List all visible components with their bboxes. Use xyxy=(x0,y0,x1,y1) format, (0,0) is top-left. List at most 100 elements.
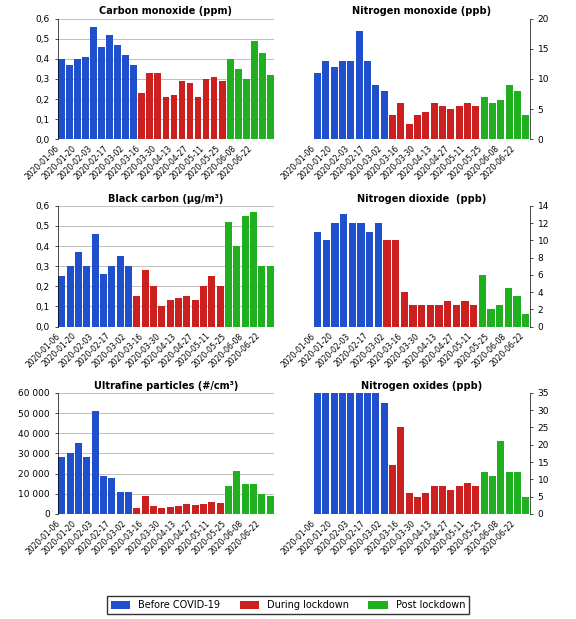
Bar xyxy=(116,491,124,514)
Bar xyxy=(496,305,503,327)
Bar xyxy=(522,496,529,514)
Bar xyxy=(158,306,165,327)
Bar xyxy=(98,47,105,139)
Bar xyxy=(397,103,404,139)
Bar xyxy=(183,504,190,514)
Bar xyxy=(75,252,82,327)
Bar xyxy=(192,504,199,514)
Bar xyxy=(83,457,90,514)
Bar xyxy=(414,115,421,139)
Bar xyxy=(267,75,274,139)
Bar xyxy=(464,103,471,139)
Bar xyxy=(453,305,460,327)
Bar xyxy=(409,305,416,327)
Bar xyxy=(200,504,207,514)
Bar xyxy=(219,81,226,139)
Bar xyxy=(480,97,488,139)
Bar xyxy=(170,95,177,139)
Bar xyxy=(116,256,124,327)
Bar xyxy=(108,266,115,327)
Bar xyxy=(472,486,479,514)
Bar xyxy=(355,369,363,514)
Bar xyxy=(480,472,488,514)
Bar xyxy=(217,287,223,327)
Bar xyxy=(397,428,404,514)
Bar xyxy=(58,457,65,514)
Bar xyxy=(406,124,412,139)
Bar xyxy=(427,305,434,327)
Bar xyxy=(179,81,185,139)
Bar xyxy=(175,506,182,514)
Bar xyxy=(183,297,190,327)
Bar xyxy=(90,27,97,139)
Bar xyxy=(506,472,513,514)
Bar xyxy=(513,297,521,327)
Bar xyxy=(138,93,145,139)
Bar xyxy=(418,305,425,327)
Bar xyxy=(331,223,339,327)
Bar xyxy=(82,57,89,139)
Bar xyxy=(381,91,388,139)
Bar xyxy=(505,288,512,327)
Bar xyxy=(314,73,321,139)
Bar xyxy=(323,240,330,327)
Bar xyxy=(122,55,129,139)
Bar xyxy=(125,491,132,514)
Bar xyxy=(314,232,321,327)
Bar xyxy=(192,300,199,327)
Bar xyxy=(242,79,249,139)
Bar xyxy=(374,223,382,327)
Bar xyxy=(497,100,505,139)
Bar xyxy=(133,297,141,327)
Bar xyxy=(414,496,421,514)
Bar xyxy=(75,443,82,514)
Bar xyxy=(389,115,396,139)
Bar xyxy=(267,496,274,514)
Bar xyxy=(115,45,121,139)
Bar xyxy=(225,485,232,514)
Bar xyxy=(506,85,513,139)
Bar xyxy=(250,483,257,514)
Bar xyxy=(339,383,346,514)
Bar xyxy=(464,483,471,514)
Bar xyxy=(235,69,241,139)
Bar xyxy=(439,106,446,139)
Bar xyxy=(514,91,521,139)
Bar xyxy=(422,112,429,139)
Bar xyxy=(150,287,157,327)
Bar xyxy=(66,65,73,139)
Bar xyxy=(331,393,338,514)
Bar xyxy=(383,240,391,327)
Bar xyxy=(422,493,429,514)
Bar xyxy=(208,501,215,514)
Bar xyxy=(314,393,321,514)
Bar xyxy=(251,41,257,139)
Bar xyxy=(522,115,529,139)
Bar xyxy=(225,222,232,327)
Bar xyxy=(497,441,505,514)
Bar xyxy=(470,305,478,327)
Bar xyxy=(146,73,153,139)
Bar xyxy=(195,97,202,139)
Bar xyxy=(125,266,132,327)
Bar xyxy=(444,301,451,327)
Bar xyxy=(331,67,338,139)
Bar xyxy=(472,106,479,139)
Bar xyxy=(447,490,454,514)
Bar xyxy=(241,483,249,514)
Bar xyxy=(58,59,65,139)
Bar xyxy=(447,109,454,139)
Bar xyxy=(208,276,215,327)
Title: Nitrogen oxides (ppb): Nitrogen oxides (ppb) xyxy=(361,381,482,391)
Bar xyxy=(162,97,169,139)
Bar xyxy=(133,508,141,514)
Bar xyxy=(175,298,182,327)
Bar xyxy=(200,287,207,327)
Bar xyxy=(267,266,274,327)
Bar xyxy=(92,411,98,514)
Bar xyxy=(322,383,329,514)
Bar xyxy=(461,301,469,327)
Bar xyxy=(250,212,257,327)
Bar xyxy=(142,271,149,327)
Bar xyxy=(67,266,74,327)
